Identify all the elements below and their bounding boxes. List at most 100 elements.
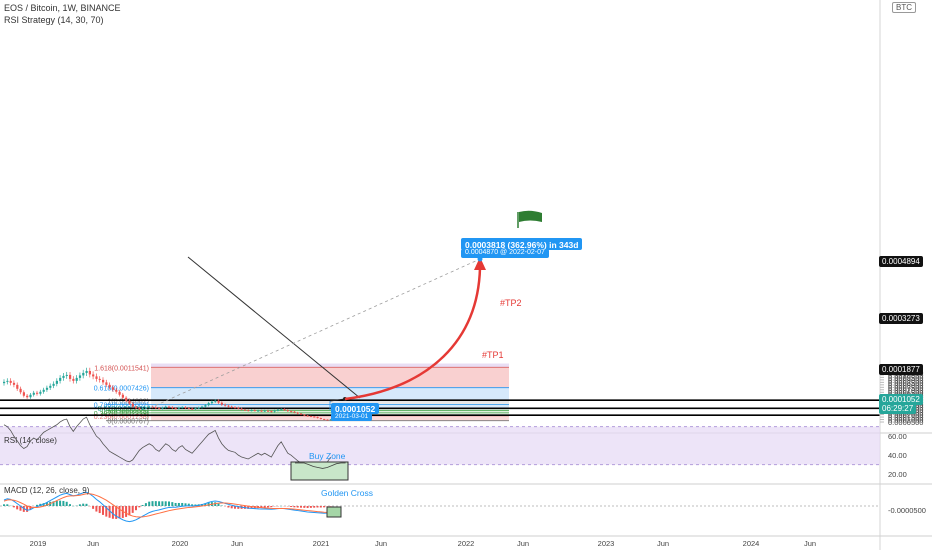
candle-body (102, 379, 105, 383)
macd-title: MACD (12, 26, close, 9) (4, 486, 90, 495)
price-axis-label: 0.0001000 (888, 416, 923, 425)
macd-histogram-bar (6, 504, 9, 506)
candle-body (230, 406, 233, 408)
candle-body (135, 406, 138, 409)
candle-body (257, 410, 260, 412)
candle-body (329, 419, 332, 421)
candle-body (62, 375, 65, 378)
candle-body (296, 412, 299, 414)
candle-body (217, 400, 220, 403)
indicator-title[interactable]: RSI Strategy (14, 30, 70) (4, 15, 104, 25)
candle-body (283, 409, 286, 411)
macd-histogram-bar (118, 506, 121, 519)
candle-body (92, 374, 95, 377)
price-axis-label: 0.0009500 (888, 373, 923, 382)
macd-histogram-bar (207, 502, 210, 506)
fib-zone-2 (151, 387, 509, 401)
candle-body (82, 372, 85, 376)
macd-histogram-bar (36, 504, 38, 506)
candle-body (220, 402, 223, 405)
candle-body (184, 407, 187, 409)
candle-body (247, 410, 250, 412)
macd-histogram-bar (88, 506, 91, 507)
time-axis-label: 2021 (313, 539, 330, 548)
candle-body (250, 410, 253, 412)
macd-histogram-bar (3, 504, 5, 506)
buy-zone-label: Buy Zone (309, 451, 346, 461)
fib-zone-1 (151, 367, 509, 388)
macd-histogram-bar (280, 505, 283, 507)
measure-start-segment (329, 398, 346, 402)
macd-histogram-bar (111, 506, 114, 519)
candle-body (293, 411, 296, 413)
macd-histogram-bar (276, 506, 279, 507)
symbol-title[interactable]: EOS / Bitcoin, 1W, BINANCE (4, 3, 121, 13)
candle-body (234, 407, 237, 409)
macd-histogram-bar (26, 506, 29, 512)
macd-signal-line (3, 493, 331, 518)
candle-body (273, 410, 276, 412)
fib-label-4: 0.618(0.000331) (98, 406, 149, 413)
price-axis-label: 0.0007500 (888, 383, 923, 392)
fib-zone-7 (151, 412, 509, 416)
macd-histogram-bar (250, 506, 253, 509)
buy-zone-line (295, 462, 346, 469)
candle-body (75, 377, 78, 381)
macd-histogram-bar (131, 506, 134, 513)
candle-body (194, 408, 197, 410)
candle-body (108, 384, 111, 388)
time-axis-label: Jun (657, 539, 669, 548)
candle-body (270, 411, 273, 413)
candle-body (237, 407, 240, 409)
price-axis-label: 0.0008500 (888, 378, 923, 387)
candle-body (168, 406, 171, 408)
candle-body (29, 394, 32, 398)
rsi-axis-label: 40.00 (888, 451, 907, 460)
candle-body (177, 407, 181, 409)
time-axis-label: 2020 (172, 539, 189, 548)
macd-line (3, 491, 331, 523)
price-axis-label: 0.0000500 (888, 418, 923, 427)
macd-histogram-bar (191, 504, 194, 506)
macd-histogram-bar (329, 506, 332, 507)
candle-body (32, 392, 35, 395)
candle-body (227, 405, 230, 407)
candle-body (253, 410, 256, 412)
candle-body (65, 374, 68, 376)
macd-histogram-bar (273, 506, 276, 507)
time-axis-label: 2022 (458, 539, 475, 548)
macd-histogram-bar (128, 506, 131, 516)
candle-body (9, 380, 12, 383)
fib-zone-6 (151, 410, 509, 413)
candle-body (111, 387, 115, 390)
macd-histogram-bar (323, 506, 326, 508)
price-axis-label: 0.0009000 (888, 376, 923, 385)
macd-histogram-bar (234, 506, 236, 509)
candle-body (164, 406, 167, 408)
macd-histogram-bar (214, 502, 217, 506)
macd-histogram-bar (32, 506, 35, 507)
macd-histogram-bar (220, 505, 223, 506)
candle-body (181, 407, 184, 409)
macd-histogram-bar (16, 506, 19, 510)
candle-body (95, 376, 98, 379)
fib-zone-8 (151, 415, 509, 421)
level-badge-low: 0.0001877 (879, 364, 923, 375)
rsi-band (0, 426, 880, 465)
candle-body (59, 377, 62, 381)
macd-histogram-bar (82, 503, 85, 506)
candle-body (144, 407, 148, 409)
fib-zone-0 (151, 363, 509, 368)
macd-histogram-bar (309, 506, 312, 508)
macd-histogram-bar (293, 506, 296, 508)
tp2-label: #TP2 (500, 298, 522, 308)
low-callout-date: 2021-03-01 (331, 413, 373, 421)
rsi-axis-label: 20.00 (888, 470, 907, 479)
time-axis-label: Jun (231, 539, 243, 548)
candle-body (210, 401, 214, 404)
price-axis-label: 0.0007000 (888, 386, 923, 395)
fib-label-2: 1(0.0004882) (107, 398, 149, 405)
macd-histogram-bar (303, 506, 306, 508)
buy-zone-box (290, 461, 349, 481)
